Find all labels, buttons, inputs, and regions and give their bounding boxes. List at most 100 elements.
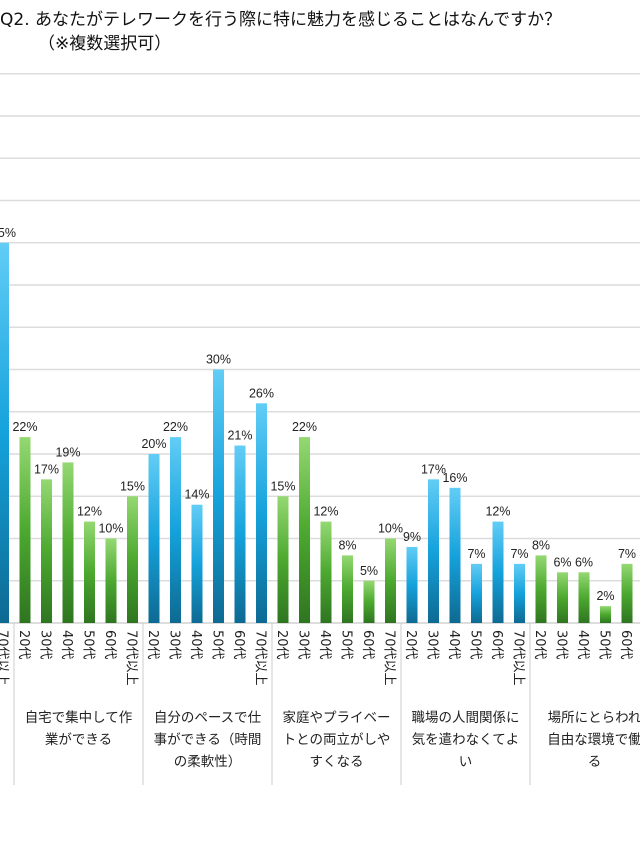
x-tick-label: 40代 <box>446 630 461 660</box>
chart-title-block: Q2. あなたがテレワークを行う際に特に魅力を感じることはなんですか？ （※複数… <box>0 8 561 56</box>
data-label: 14% <box>184 488 209 502</box>
x-tick-label: 30代 <box>38 630 53 660</box>
data-label: 12% <box>313 505 338 519</box>
data-label: 12% <box>77 505 102 519</box>
x-tick-label: 30代 <box>554 630 569 660</box>
bar <box>148 454 160 623</box>
category-label: 家庭やプライベー <box>283 709 391 726</box>
bar <box>578 572 590 623</box>
data-label: 30% <box>206 353 231 367</box>
x-tick-label: 30代 <box>296 630 311 660</box>
category-label: トとの両立がしや <box>283 732 391 748</box>
x-tick-label: 40代 <box>59 630 74 660</box>
bar <box>557 572 568 623</box>
category-label: の柔軟性） <box>174 754 242 770</box>
data-label: 22% <box>163 420 188 434</box>
data-label: 7% <box>510 547 528 561</box>
bar <box>621 563 633 623</box>
bar <box>170 437 181 623</box>
x-tick-label: 70代以上 <box>511 630 526 686</box>
bar <box>428 479 439 623</box>
bar <box>234 445 246 623</box>
data-label: 9% <box>403 530 421 544</box>
data-label: 19% <box>55 445 80 459</box>
bar <box>0 242 9 623</box>
bar <box>471 563 482 623</box>
bar <box>535 555 547 623</box>
bar <box>213 369 224 623</box>
x-tick-label: 70代以上 <box>382 630 397 686</box>
x-tick-label: 70代以上 <box>124 630 139 686</box>
bar <box>385 538 396 623</box>
data-label: 5% <box>360 564 378 578</box>
bar <box>342 555 353 623</box>
bar <box>105 538 117 623</box>
x-tick-label: 50代 <box>210 630 225 660</box>
data-label: 7% <box>467 547 485 561</box>
category-label: 場所にとらわれ <box>548 710 640 726</box>
x-tick-label: 40代 <box>188 630 203 660</box>
bar <box>492 521 504 623</box>
data-label: 26% <box>249 386 274 400</box>
x-tick-label: 20代 <box>403 630 418 660</box>
bar <box>256 403 267 623</box>
data-label: 8% <box>338 538 356 552</box>
x-tick-label: 30代 <box>167 630 182 660</box>
bar <box>320 521 332 623</box>
x-tick-label: 20代 <box>145 630 160 660</box>
category-label: すくなる <box>310 754 364 770</box>
data-label: 6% <box>575 555 593 569</box>
category-label: 事ができる（時間 <box>154 732 262 748</box>
data-label: 17% <box>34 462 59 476</box>
bar <box>299 437 310 623</box>
x-tick-label: 50代 <box>81 630 96 660</box>
x-tick-label: 50代 <box>339 630 354 660</box>
bar <box>277 496 289 623</box>
category-label: 業ができる <box>45 732 112 748</box>
data-label: 21% <box>227 429 252 443</box>
bar <box>449 487 461 623</box>
data-label: 15% <box>270 479 295 493</box>
bar <box>41 479 52 623</box>
data-label: 16% <box>442 471 467 485</box>
data-label: 20% <box>141 437 166 451</box>
x-tick-label: 30代 <box>425 630 440 660</box>
x-tick-label: 70代以上 <box>0 630 10 686</box>
data-label: 45% <box>0 226 16 240</box>
chart-subtitle: （※複数選択可） <box>38 34 172 54</box>
x-tick-label: 70代以上 <box>253 630 268 686</box>
category-label: 自分のペースで仕 <box>154 710 262 726</box>
x-tick-label: 20代 <box>532 630 547 660</box>
data-label: 22% <box>292 420 317 434</box>
category-label: 自由な環境で働 <box>547 732 640 748</box>
x-tick-label: 60代 <box>231 630 246 660</box>
category-label: 気を遣わなくてよ <box>412 732 520 748</box>
chart-title: Q2. あなたがテレワークを行う際に特に魅力を感じることはなんですか？ <box>0 10 562 30</box>
x-tick-label: 50代 <box>597 630 612 660</box>
data-label: 22% <box>12 420 37 434</box>
data-label: 12% <box>485 505 510 519</box>
category-label: 職場の人間関係に <box>412 710 520 726</box>
bar <box>19 437 31 623</box>
category-label: い <box>459 754 473 770</box>
x-tick-label: 60代 <box>102 630 117 660</box>
x-tick-label: 20代 <box>274 630 289 660</box>
x-tick-label: 40代 <box>575 630 590 660</box>
bar <box>127 496 138 623</box>
bar <box>600 606 611 623</box>
bar <box>191 504 203 623</box>
x-tick-label: 60代 <box>618 630 633 660</box>
x-tick-label: 60代 <box>489 630 504 660</box>
bar <box>406 546 418 623</box>
x-tick-label: 50代 <box>468 630 483 660</box>
bar <box>62 462 74 623</box>
x-tick-label: 20代 <box>16 630 31 660</box>
data-label: 10% <box>378 522 403 536</box>
data-label: 7% <box>618 547 636 561</box>
x-tick-label: 40代 <box>317 630 332 660</box>
data-label: 17% <box>421 462 446 476</box>
data-label: 2% <box>596 589 614 603</box>
bar <box>514 563 525 623</box>
category-label: 自宅で集中して作 <box>25 710 133 726</box>
